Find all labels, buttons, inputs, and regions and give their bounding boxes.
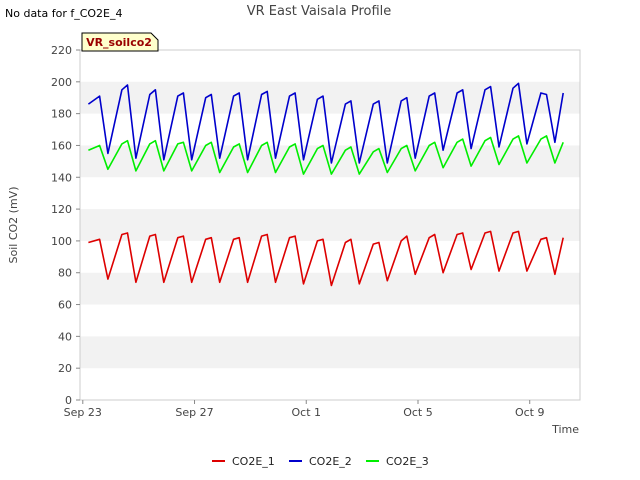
x-tick-label: Oct 9 <box>515 406 545 419</box>
y-tick-label: 0 <box>65 394 72 407</box>
x-axis-label: Time <box>551 423 579 436</box>
series-line-co2e_1 <box>88 230 564 287</box>
series-line-co2e_3 <box>88 135 564 175</box>
legend-label: CO2E_2 <box>309 455 352 468</box>
series-lines <box>87 82 564 287</box>
y-tick-label: 140 <box>51 171 72 184</box>
station-label-box: VR_soilco2 <box>81 32 159 52</box>
legend-label: CO2E_1 <box>232 455 275 468</box>
corner-note: No data for f_CO2E_4 <box>5 7 123 20</box>
y-tick-label: 220 <box>51 44 72 57</box>
y-tick-label: 80 <box>58 267 72 280</box>
x-tick-label: Sep 23 <box>64 406 102 419</box>
y-tick-label: 60 <box>58 299 72 312</box>
chart-title: VR East Vaisala Profile <box>247 4 392 19</box>
legend-label: CO2E_3 <box>386 455 429 468</box>
legend: CO2E_1 CO2E_2 CO2E_3 <box>212 455 429 468</box>
y-tick-label: 200 <box>51 76 72 89</box>
y-tick-label: 20 <box>58 362 72 375</box>
station-label: VR_soilco2 <box>86 36 152 49</box>
grid-band <box>80 336 580 369</box>
y-tick-label: 100 <box>51 235 72 248</box>
x-axis: Sep 23 Sep 27 Oct 1 Oct 5 Oct 9 <box>64 400 545 419</box>
series-line-co2e_2 <box>87 82 564 164</box>
y-axis: 0 20 40 60 80 100 120 140 160 180 200 220 <box>51 44 80 407</box>
x-tick-label: Sep 27 <box>175 406 213 419</box>
x-tick-label: Oct 5 <box>403 406 433 419</box>
plot-frame <box>79 49 581 401</box>
x-tick-label: Oct 1 <box>291 406 321 419</box>
grid-band <box>80 209 580 241</box>
y-tick-label: 120 <box>51 203 72 216</box>
y-tick-label: 40 <box>58 330 72 343</box>
y-axis-label: Soil CO2 (mV) <box>7 187 20 264</box>
grid-band <box>80 81 580 114</box>
y-tick-label: 160 <box>51 139 72 152</box>
y-tick-label: 180 <box>51 108 72 121</box>
